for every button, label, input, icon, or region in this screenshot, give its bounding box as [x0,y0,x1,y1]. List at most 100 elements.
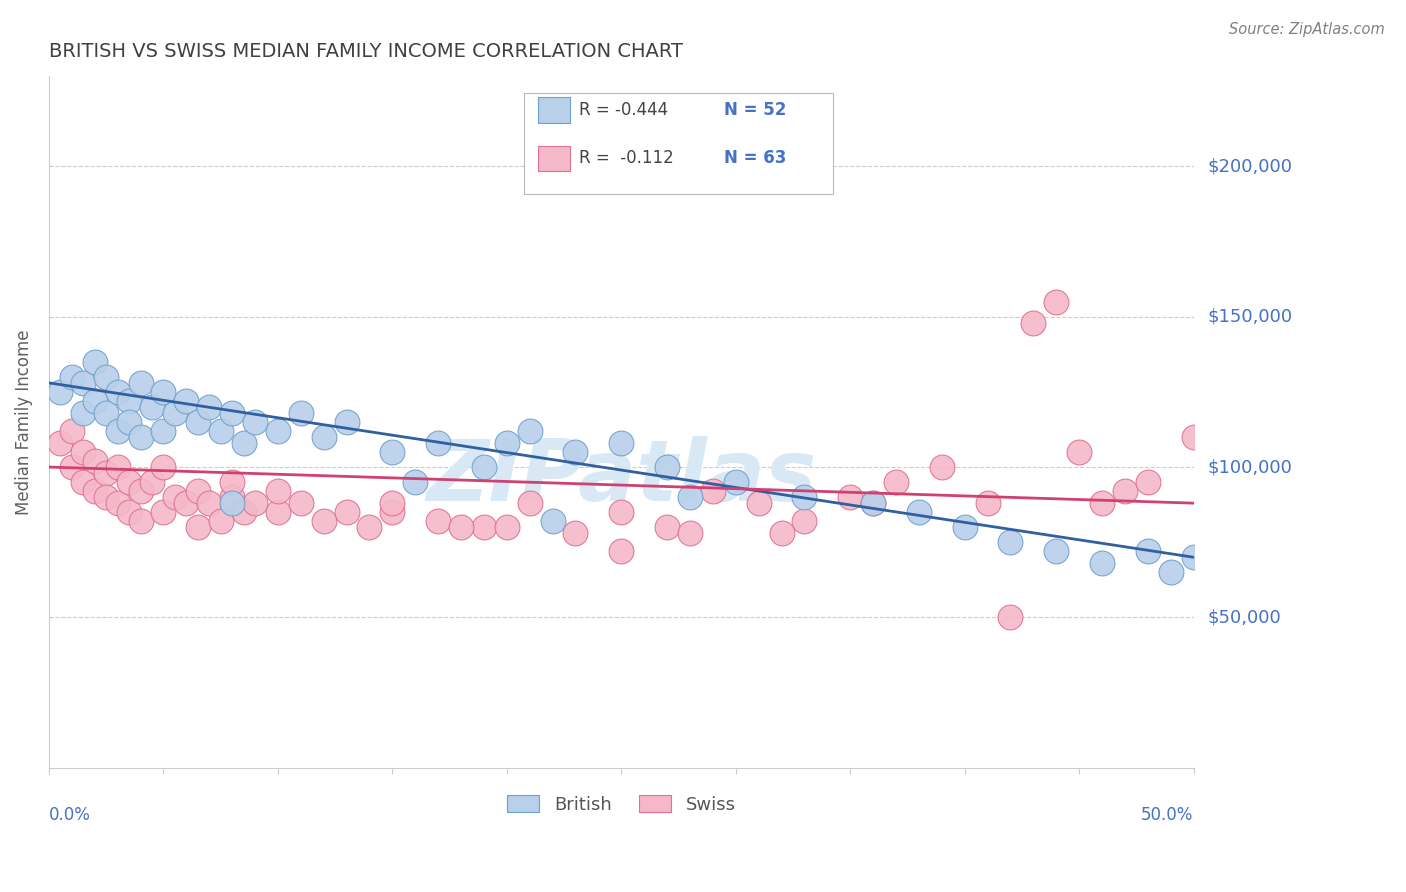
Point [770,526,793,541]
Point [60,369,83,384]
Point [793,514,815,528]
Point [187,415,209,429]
Point [83,454,105,468]
Text: $200,000: $200,000 [1208,157,1292,176]
Point [163,490,186,504]
Point [1160,566,1182,580]
Point [198,400,221,414]
Point [243,496,266,510]
Point [1045,294,1067,309]
Point [335,505,357,519]
Point [49,384,72,399]
Text: ZIPatlas: ZIPatlas [426,436,817,519]
Text: N = 63: N = 63 [724,149,787,168]
Point [221,490,243,504]
Point [427,514,450,528]
FancyBboxPatch shape [537,145,569,171]
Text: $100,000: $100,000 [1208,458,1292,476]
Point [221,406,243,420]
Point [267,484,290,499]
Point [187,484,209,499]
Point [702,484,724,499]
Point [176,393,198,408]
Point [1045,544,1067,558]
Point [267,424,290,438]
Point [152,460,174,475]
Point [976,496,998,510]
Point [107,384,129,399]
Point [1136,475,1159,489]
Text: R =  -0.112: R = -0.112 [579,149,673,168]
Point [107,496,129,510]
FancyBboxPatch shape [524,94,832,194]
Point [679,490,702,504]
Point [1114,484,1136,499]
Point [96,490,118,504]
Point [1182,430,1205,444]
Point [60,424,83,438]
Point [541,514,564,528]
Point [209,514,232,528]
Point [610,436,633,450]
Point [862,496,884,510]
Point [931,460,953,475]
FancyBboxPatch shape [537,97,569,122]
Point [187,520,209,534]
Point [862,496,884,510]
Point [1136,544,1159,558]
Point [427,436,450,450]
Point [793,490,815,504]
Point [118,475,141,489]
Text: R = -0.444: R = -0.444 [579,101,668,119]
Point [610,505,633,519]
Point [83,484,105,499]
Point [290,496,312,510]
Point [209,424,232,438]
Text: $150,000: $150,000 [1208,308,1292,326]
Point [96,406,118,420]
Point [72,445,94,459]
Text: BRITISH VS SWISS MEDIAN FAMILY INCOME CORRELATION CHART: BRITISH VS SWISS MEDIAN FAMILY INCOME CO… [49,42,683,61]
Point [1000,535,1022,549]
Point [1069,445,1091,459]
Point [519,424,541,438]
Text: $50,000: $50,000 [1208,608,1281,626]
Point [610,544,633,558]
Point [96,369,118,384]
Point [472,460,495,475]
Point [335,415,357,429]
Point [152,424,174,438]
Point [72,406,94,420]
Point [1091,556,1114,570]
Point [232,436,254,450]
Point [107,460,129,475]
Point [381,505,404,519]
Point [118,505,141,519]
Point [72,376,94,390]
Point [129,484,152,499]
Point [118,415,141,429]
Point [519,496,541,510]
Point [359,520,381,534]
Point [221,475,243,489]
Point [472,520,495,534]
Point [243,415,266,429]
Point [129,514,152,528]
Point [884,475,907,489]
Point [49,436,72,450]
Point [152,384,174,399]
Point [141,400,163,414]
Point [267,505,290,519]
Point [748,496,770,510]
Text: Source: ZipAtlas.com: Source: ZipAtlas.com [1229,22,1385,37]
Text: 0.0%: 0.0% [49,805,91,823]
Point [83,393,105,408]
Point [953,520,976,534]
Point [83,355,105,369]
Point [60,460,83,475]
Point [129,376,152,390]
Point [381,445,404,459]
Point [495,436,517,450]
Point [290,406,312,420]
Point [96,466,118,480]
